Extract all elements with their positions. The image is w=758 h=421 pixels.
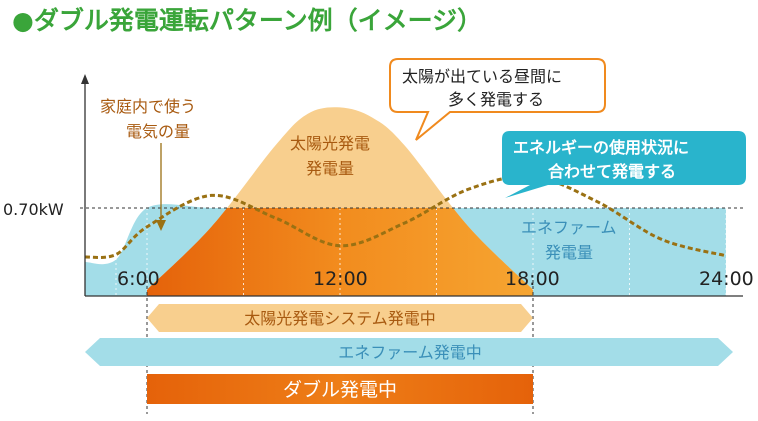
- demand-pointer-arrow-icon: [156, 220, 166, 231]
- ene-period-label: エネファーム発電中: [338, 343, 482, 362]
- double-period-bar: [147, 374, 533, 404]
- solar-period-label: 太陽光発電システム発電中: [244, 309, 436, 328]
- solar-area-label-line1: 太陽光発電: [290, 134, 370, 153]
- x-tick-24: 24:00: [699, 268, 754, 290]
- ene-area-label-line1: エネファーム: [521, 218, 617, 237]
- ene-callout-line2: 合わせて発電する: [548, 162, 676, 181]
- ene-callout: [502, 131, 746, 198]
- chart-title: ●ダブル発電運転パターン例（イメージ）: [12, 6, 482, 35]
- demand-label-line2: 電気の量: [126, 122, 190, 141]
- x-tick-6: 6:00: [117, 268, 160, 290]
- x-tick-12: 12:00: [313, 268, 368, 290]
- y-tick-070kw: 0.70kW: [3, 200, 64, 219]
- y-axis-arrow-icon: [81, 74, 89, 84]
- x-tick-18: 18:00: [505, 268, 560, 290]
- ene-area-label-line2: 発電量: [545, 243, 593, 262]
- solar-callout-line2: 多く発電する: [448, 90, 544, 109]
- solar-period-bar: [147, 304, 533, 332]
- demand-curve: [84, 174, 727, 259]
- ene-callout-line1: エネルギーの使用状況に: [513, 138, 689, 157]
- ene-period-bar: [85, 338, 733, 366]
- demand-label-line1: 家庭内で使う: [100, 97, 196, 116]
- solar-callout: [389, 58, 606, 141]
- solar-callout-line1: 太陽が出ている昼間に: [402, 67, 562, 86]
- solar-area-label-line2: 発電量: [306, 159, 354, 178]
- double-period-label: ダブル発電中: [283, 378, 397, 401]
